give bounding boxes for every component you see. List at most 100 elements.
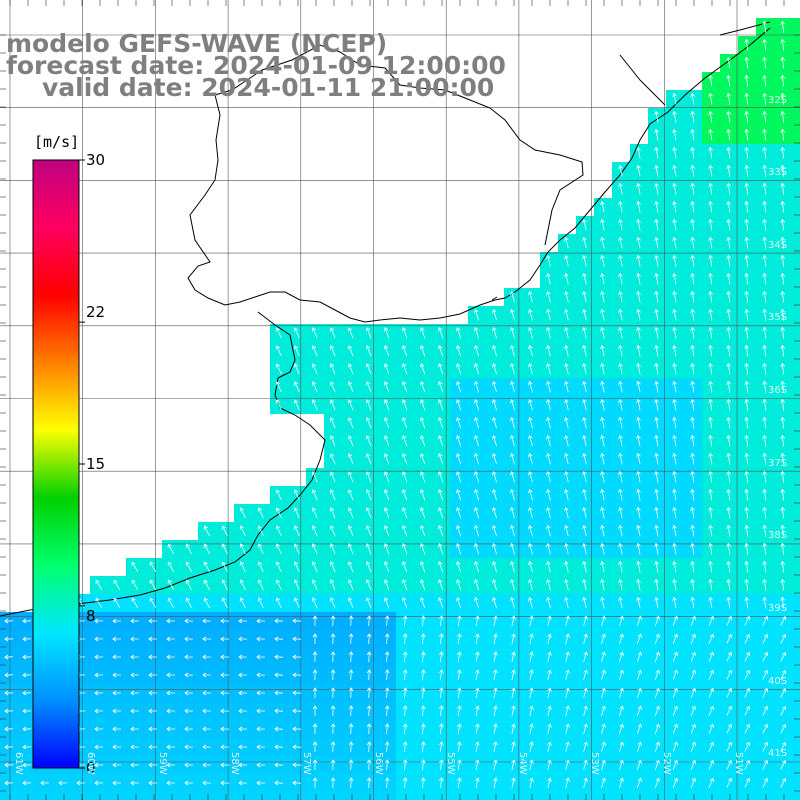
- wind-arrow: [726, 542, 731, 555]
- wind-arrow: [275, 363, 282, 375]
- wind-arrow: [40, 780, 50, 786]
- wind-arrow: [600, 290, 605, 303]
- wind-arrow: [690, 236, 695, 249]
- wind-arrow: [708, 272, 713, 285]
- wind-arrow: [419, 453, 426, 465]
- wind-arrow: [184, 762, 194, 768]
- wind-arrow: [256, 690, 266, 696]
- wind-arrow: [510, 489, 515, 501]
- wind-arrow: [439, 687, 444, 699]
- wind-arrow: [780, 705, 787, 716]
- wind-arrow: [148, 726, 157, 732]
- wind-arrow: [780, 434, 786, 447]
- wind-arrow: [473, 453, 479, 465]
- wind-arrow: [202, 744, 212, 750]
- wind-arrow: [384, 651, 390, 663]
- wind-speed-field: [0, 18, 800, 800]
- speed-cell: [612, 792, 630, 800]
- wind-arrow: [726, 651, 733, 662]
- wind-arrow: [203, 561, 210, 573]
- wind-arrow: [654, 596, 659, 609]
- wind-arrow: [780, 74, 786, 87]
- wind-arrow: [185, 579, 192, 591]
- wind-arrow: [329, 453, 336, 465]
- wind-arrow: [690, 362, 695, 375]
- wind-arrow: [690, 380, 695, 393]
- wind-arrow: [457, 687, 462, 698]
- speed-cell: [486, 792, 504, 800]
- wind-arrow: [618, 362, 623, 375]
- wind-arrow: [455, 345, 462, 357]
- latitude-label: 40S: [768, 676, 788, 687]
- wind-arrow: [726, 506, 731, 519]
- wind-arrow: [528, 291, 533, 303]
- wind-arrow: [365, 489, 372, 501]
- wind-arrow: [473, 381, 479, 393]
- wind-arrow: [762, 344, 768, 357]
- wind-arrow: [311, 507, 318, 519]
- speed-cell: [792, 252, 800, 270]
- forecast-date-title: forecast date: 2024-01-09 12:00:00: [6, 51, 506, 80]
- wind-arrow: [401, 417, 408, 429]
- wind-arrow: [726, 777, 733, 788]
- wind-arrow: [58, 780, 68, 786]
- wind-arrow: [762, 560, 768, 573]
- wind-arrow: [492, 525, 497, 537]
- wind-arrow: [419, 579, 426, 591]
- wind-arrow: [94, 762, 104, 768]
- wind-arrow: [148, 780, 157, 786]
- speed-cell: [792, 720, 800, 738]
- wind-arrow: [636, 362, 641, 375]
- wind-arrow: [402, 687, 408, 699]
- wind-arrow: [274, 726, 284, 732]
- wind-arrow: [239, 507, 246, 519]
- wind-arrow: [690, 92, 695, 105]
- wind-arrow: [708, 488, 713, 501]
- wind-arrow: [780, 669, 787, 680]
- wind-arrow: [744, 272, 750, 285]
- wind-arrow: [744, 705, 751, 716]
- wind-arrow: [293, 507, 300, 519]
- wind-arrow: [437, 327, 444, 339]
- wind-vectors: [4, 20, 787, 789]
- wind-arrow: [708, 398, 713, 411]
- wind-arrow: [22, 726, 32, 732]
- wind-arrow: [365, 543, 372, 555]
- wind-arrow: [475, 633, 480, 644]
- wind-arrow: [547, 759, 552, 770]
- wind-arrow: [690, 344, 695, 357]
- wind-arrow: [184, 708, 194, 714]
- wind-arrow: [582, 435, 587, 447]
- wind-arrow: [690, 398, 695, 411]
- wind-arrow: [275, 345, 282, 357]
- wind-arrow: [672, 578, 677, 591]
- wind-arrow: [148, 762, 157, 768]
- wind-arrow: [220, 690, 230, 696]
- wind-arrow: [274, 654, 284, 660]
- wind-arrow: [94, 744, 104, 750]
- longitude-label: 54W: [517, 752, 528, 775]
- wind-arrow: [529, 651, 534, 662]
- wind-arrow: [166, 726, 175, 732]
- wind-arrow: [511, 777, 516, 788]
- wind-arrow: [780, 110, 786, 123]
- wind-arrow: [94, 618, 104, 624]
- wind-arrow: [636, 380, 641, 393]
- wind-arrow: [762, 524, 768, 537]
- wind-arrow: [419, 381, 426, 393]
- wind-arrow: [383, 381, 390, 393]
- wind-arrow: [420, 615, 426, 627]
- wind-arrow: [439, 777, 444, 789]
- wind-arrow: [492, 507, 497, 519]
- wind-arrow: [528, 417, 533, 429]
- wind-arrow: [744, 615, 751, 626]
- wind-arrow: [166, 762, 175, 768]
- wind-arrow: [546, 597, 551, 609]
- wind-arrow: [510, 597, 515, 609]
- wind-arrow: [583, 633, 588, 644]
- wind-arrow: [583, 669, 588, 680]
- wind-arrow: [564, 470, 569, 483]
- wind-arrow: [636, 560, 641, 573]
- speed-cell: [36, 792, 54, 800]
- speed-cell: [792, 36, 800, 54]
